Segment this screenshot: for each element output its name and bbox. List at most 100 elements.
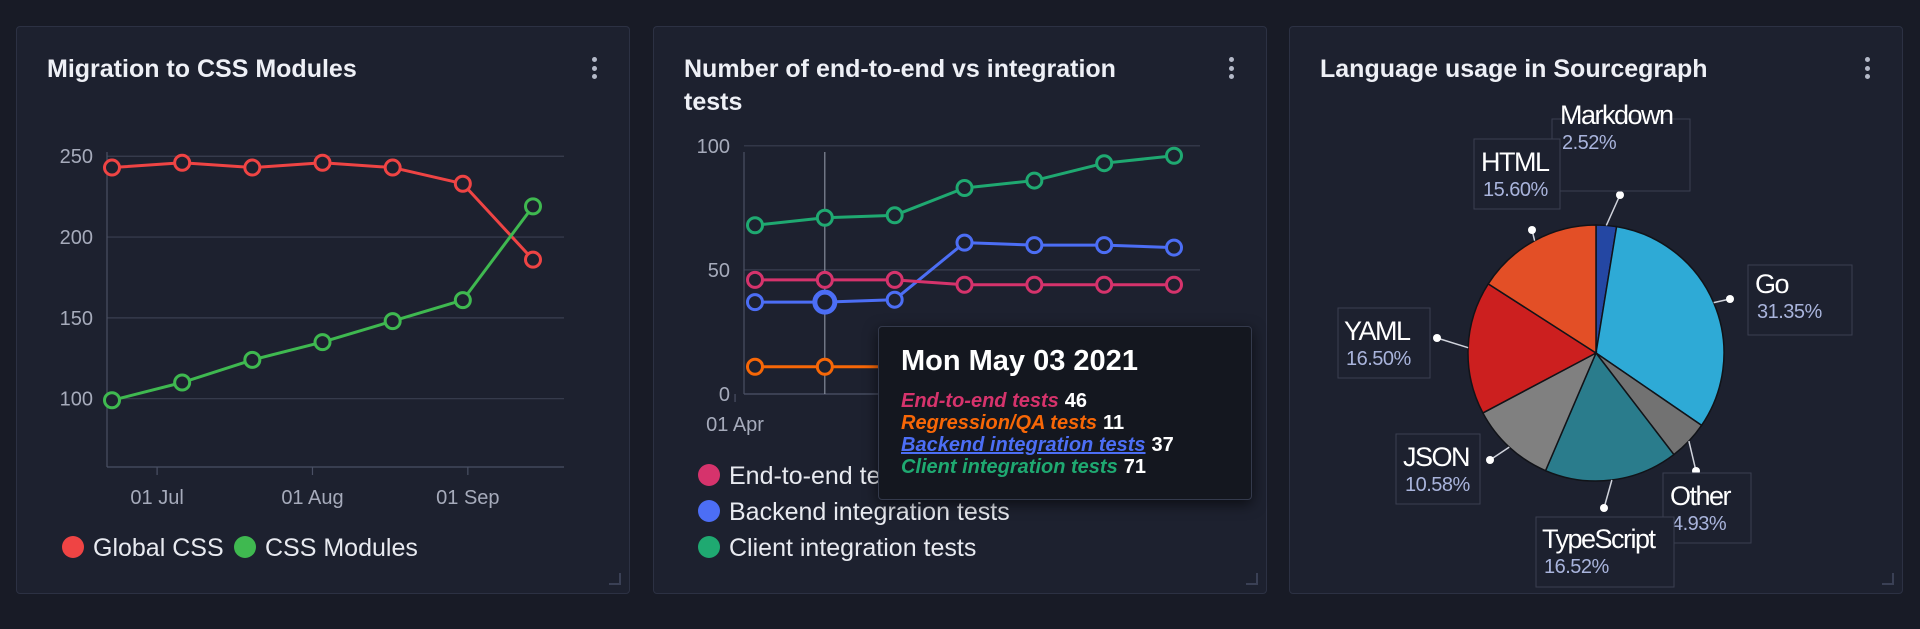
more-options-icon[interactable] (1862, 57, 1872, 83)
pie-slice (1487, 224, 1597, 355)
legend-label: Backend integration tests (729, 498, 1010, 526)
data-point (173, 373, 192, 392)
legend-label: CSS Modules (265, 534, 418, 562)
slice-percent: 16.50% (1346, 348, 1412, 370)
slice-connector-dot (1726, 295, 1734, 303)
slice-connector (1688, 440, 1697, 472)
chart-card-css-modules: Migration to CSS Modules 100 150 200 250 01 … (16, 26, 630, 594)
data-point (885, 206, 904, 225)
data-point (453, 174, 472, 193)
resize-handle[interactable] (1246, 573, 1258, 585)
tooltip-row: Client integration tests 71 (901, 456, 1229, 478)
slice-percent: 2.52% (1562, 132, 1617, 154)
data-point (1165, 238, 1183, 257)
data-point (313, 333, 332, 352)
series-line (111, 161, 535, 261)
data-point (1095, 275, 1114, 294)
slice-percent: 15.60% (1483, 179, 1549, 201)
data-point (243, 158, 262, 177)
data-point (1025, 275, 1044, 294)
slice-percent: 16.52% (1544, 556, 1610, 578)
chart-title: Language usage in Sourcegraph (1320, 55, 1708, 83)
data-point (1165, 275, 1183, 294)
slice-label-box (1662, 472, 1752, 544)
y-tick-label: 0 (719, 384, 730, 406)
x-tick-label: 01 Sep (436, 487, 499, 509)
pie-slice (1544, 351, 1675, 482)
slice-connector (1603, 479, 1613, 509)
tooltip-series-name: Backend integration tests (901, 434, 1146, 456)
pie-slice (1595, 225, 1725, 427)
data-point (1095, 154, 1114, 173)
slice-label: TypeScript (1542, 524, 1657, 554)
data-point (383, 312, 402, 331)
slice-label-box (1551, 118, 1691, 192)
slice-connector (1436, 337, 1469, 349)
legend-label: Global CSS (93, 534, 224, 562)
legend-swatch (698, 464, 720, 486)
chart-card-tests: Number of end-to-end vs integration test… (653, 26, 1267, 594)
slice-label-box (1337, 307, 1431, 379)
tooltip-date: Mon May 03 2021 (901, 345, 1138, 377)
data-point (173, 153, 192, 172)
data-point (746, 293, 764, 312)
tooltip-series-name: End-to-end tests (901, 390, 1059, 412)
slice-percent: 4.93% (1672, 513, 1727, 535)
x-tick-label: 01 Jul (130, 487, 183, 509)
data-point (453, 291, 472, 310)
data-point (383, 158, 402, 177)
data-point (885, 270, 904, 289)
slice-label: Go (1755, 269, 1789, 299)
tooltip-series-value: 37 (1151, 434, 1174, 456)
tooltip-rows: End-to-end tests 46 Regression/QA tests 11 B… (901, 390, 1229, 478)
data-point (524, 250, 542, 269)
data-point (313, 153, 332, 172)
resize-handle[interactable] (1882, 573, 1894, 585)
slice-percent: 10.58% (1405, 474, 1471, 496)
data-point (746, 216, 764, 235)
data-point (815, 357, 834, 376)
tooltip-series-value: 11 (1103, 412, 1125, 434)
resize-handle[interactable] (609, 573, 621, 585)
css-modules-line-chart: 100 150 200 250 01 Jul 01 Aug 01 Sep Global CSS… (60, 146, 564, 562)
slice-label: Other (1670, 481, 1732, 511)
y-tick-label: 150 (60, 308, 93, 330)
slice-label: YAML (1344, 316, 1411, 346)
tooltip-row: Regression/QA tests 11 (901, 412, 1229, 434)
data-point (746, 270, 764, 289)
slice-connector-dot (1528, 226, 1536, 234)
chart-tooltip: Mon May 03 2021 End-to-end tests 46 Regres… (878, 326, 1252, 500)
x-tick-label: 01 Aug (281, 487, 343, 509)
slice-percent: 31.35% (1757, 301, 1823, 323)
slice-label-box (1395, 433, 1481, 505)
chart-title: Number of end-to-end vs integration test… (684, 55, 1116, 116)
data-point (815, 208, 834, 227)
tooltip-series-value: 71 (1123, 456, 1146, 478)
tooltip-row: Backend integration tests 37 (901, 434, 1229, 456)
slice-connector-dot (1433, 334, 1441, 342)
slice-label-box (1747, 264, 1853, 336)
slice-label: Markdown (1560, 100, 1673, 130)
y-tick-label: 250 (60, 146, 93, 168)
slice-label-box (1473, 138, 1561, 210)
data-point (746, 357, 764, 376)
legend-swatch (62, 536, 84, 558)
data-point (1165, 146, 1183, 165)
data-point (955, 275, 974, 294)
data-point (1025, 171, 1044, 190)
data-point (1095, 236, 1114, 255)
data-point (1025, 236, 1044, 255)
tooltip-series-name: Client integration tests (901, 456, 1118, 478)
legend-swatch (698, 536, 720, 558)
y-tick-label: 100 (697, 136, 730, 158)
data-point (955, 233, 974, 252)
legend-label: Client integration tests (729, 534, 976, 562)
chart-title: Migration to CSS Modules (47, 55, 357, 83)
x-tick-label: 01 Apr (706, 414, 764, 436)
more-options-icon[interactable] (589, 57, 599, 83)
y-tick-label: 50 (708, 260, 730, 282)
slice-connector-dot (1486, 456, 1494, 464)
pie-slice (1467, 282, 1598, 414)
more-options-icon[interactable] (1226, 57, 1236, 83)
